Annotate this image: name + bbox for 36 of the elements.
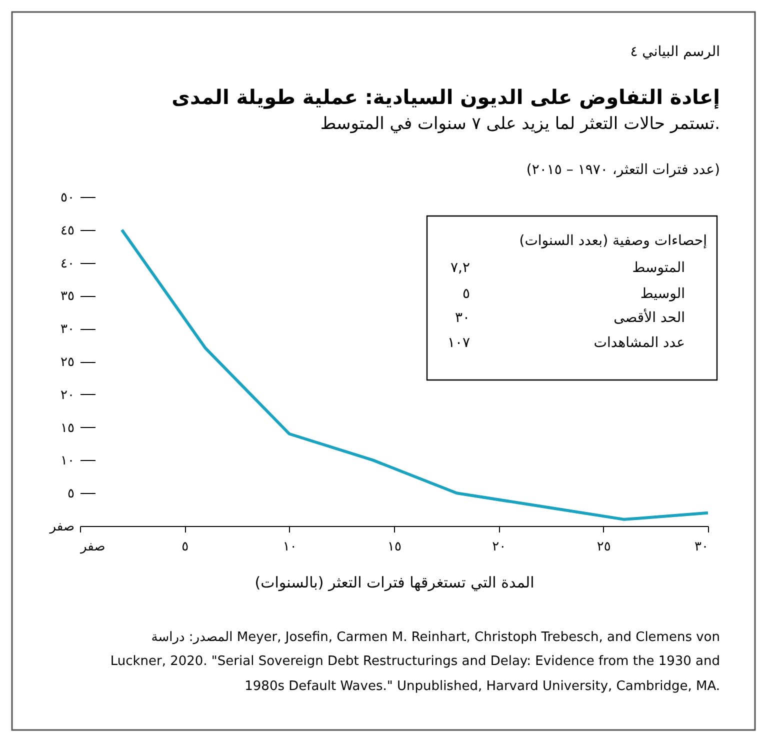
annotation: المتوسط bbox=[632, 260, 685, 276]
text: المصدر: دراسة Meyer, Josefin, Carmen M. Reinhart, Christoph Trebesch, and Clemens von bbox=[151, 630, 720, 645]
text: 1980s Default Waves." Unpublished, Harvard University, Cambridge, MA. bbox=[244, 679, 720, 694]
annotation: ٣٠ bbox=[454, 310, 470, 326]
y-tick-label: ٣٥ bbox=[60, 289, 75, 304]
y-tick-label: ٣٠ bbox=[60, 322, 74, 338]
y-tick-label: ٢٥ bbox=[60, 355, 75, 370]
y-tick-label: ٥ bbox=[68, 486, 75, 502]
x-tick-label: ٢٥ bbox=[596, 540, 611, 554]
annotation: ٧,٢ bbox=[450, 260, 470, 276]
x-tick-label: ٥ bbox=[182, 540, 189, 554]
text: Luckner, 2020. "Serial Sovereign Debt Restructurings and Delay: Evidence from the 1930 and bbox=[110, 654, 720, 669]
x-tick-label: ٢٠ bbox=[492, 540, 506, 554]
annotation: الوسيط bbox=[640, 286, 685, 302]
annotation: الحد الأقصى bbox=[614, 308, 685, 326]
annotation: ١٠٧ bbox=[447, 335, 470, 351]
x-tick-label: صفر bbox=[80, 540, 106, 554]
y-tick-label: ٥٠ bbox=[60, 190, 74, 206]
x-tick-label: ٣٠ bbox=[694, 540, 708, 554]
x-axis-title: المدة التي تستغرقها فترات التعثر (بالسنوات) bbox=[254, 574, 534, 592]
x-tick-label: ١٠ bbox=[282, 540, 297, 554]
y-tick-label: ٤٥ bbox=[60, 223, 75, 238]
annotation: عدد المشاهدات bbox=[594, 335, 685, 351]
annotation: إحصاءات وصفية (بعدد السنوات) bbox=[519, 233, 708, 249]
y-axis-title: (عدد فترات التعثر، ١٩٧٠ – ٢٠١٥) bbox=[526, 162, 720, 178]
line-series bbox=[120, 228, 710, 521]
y-tick-label: ٤٠ bbox=[60, 256, 74, 272]
y-tick-label: ٢٠ bbox=[60, 388, 74, 403]
x-tick-label: ١٥ bbox=[388, 540, 402, 554]
text: الرسم البياني ٤ bbox=[630, 44, 720, 60]
y-tick-label: صفر bbox=[48, 520, 74, 534]
y-tick-label: ١٠ bbox=[60, 454, 74, 469]
y-tick-label: ١٥ bbox=[60, 420, 75, 436]
chart-subtitle: تستمر حالات التعثر لما يزيد على ٧ سنوات في المتوسط. bbox=[320, 114, 720, 134]
annotation: ٥ bbox=[462, 286, 470, 302]
chart-title: إعادة التفاوض على الديون السيادية: عملية طويلة المدى bbox=[172, 85, 720, 109]
